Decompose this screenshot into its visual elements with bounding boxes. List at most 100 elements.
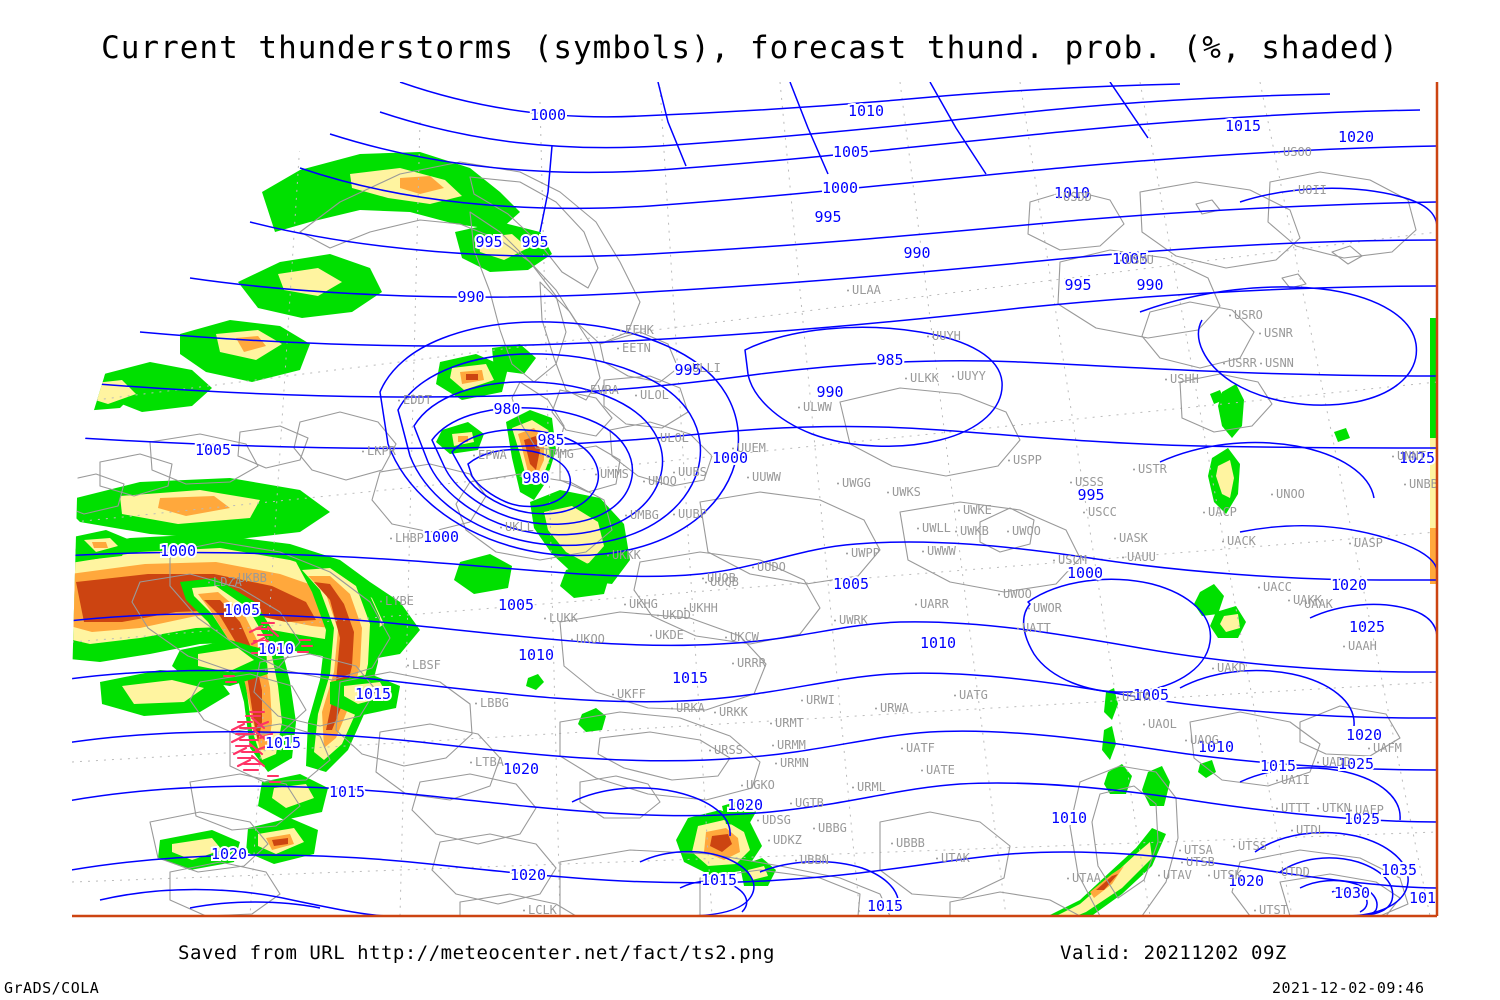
isobar-label-halo: 1010 xyxy=(920,634,956,652)
station-dot-icon xyxy=(1165,378,1167,381)
station-label: LYBE xyxy=(380,594,414,608)
station-label: UWKS xyxy=(887,485,921,499)
isobar-label-halo: 980 xyxy=(493,400,520,418)
isobar-label-halo: 995 xyxy=(521,233,548,251)
station-dot-icon xyxy=(1212,667,1214,670)
isobar-label-halo: 1000 xyxy=(530,106,566,124)
station-label: URMN xyxy=(775,756,809,770)
station-label: UMMS xyxy=(595,467,629,481)
station-label: UKDD xyxy=(657,608,691,622)
station-label: UATT xyxy=(1017,621,1051,635)
isobar-label-halo: 1015 xyxy=(265,734,301,752)
station-label-text: UBBN xyxy=(800,853,829,867)
station-label-text: UDSG xyxy=(762,813,791,827)
station-dot-icon xyxy=(1222,540,1224,543)
station-label: LHBP xyxy=(390,531,424,545)
station-dot-icon xyxy=(1317,761,1319,764)
isobar-labels: 1000 1000 1010 1010 1015 1015 1020 1020 1005 1005… xyxy=(158,100,1445,916)
station-label-text: UATF xyxy=(906,741,935,755)
station-dot-icon xyxy=(1349,542,1351,545)
station-dot-icon xyxy=(1208,874,1210,877)
station-dot-icon xyxy=(1299,603,1301,606)
station-label-text: LTBA xyxy=(475,755,505,769)
station-label: UKFF xyxy=(612,687,646,701)
station-label-text: UWKB xyxy=(960,524,989,538)
station-label: UUQB xyxy=(705,575,739,589)
shade-region-ukraine xyxy=(526,674,606,732)
station-label-text: UAAK xyxy=(1304,597,1334,611)
station-dot-icon xyxy=(635,394,637,397)
station-dot-icon xyxy=(846,552,848,555)
isobar-label: 990 xyxy=(1136,276,1163,294)
isobar-label-halo: 1010 xyxy=(258,640,294,658)
station-label-text: UUYH xyxy=(932,329,961,343)
isobar-label: 1015 xyxy=(1260,757,1296,775)
station-label: UTST xyxy=(1254,903,1288,916)
station-label-text: UWKE xyxy=(963,503,992,517)
weather-map[interactable]: 1000 1000 1010 1010 1015 1015 1020 1020 1005 1005… xyxy=(0,82,1500,920)
isobar-label: 1000 xyxy=(530,106,566,124)
station-label: USCC xyxy=(1083,505,1117,519)
station-label-text: UAUU xyxy=(1127,550,1156,564)
station-label: LUKK xyxy=(544,611,579,625)
station-label: UKOO xyxy=(571,632,605,646)
station-dot-icon xyxy=(1258,586,1260,589)
isobar-label-halo: 1015 xyxy=(867,897,903,915)
isobar-label: 1025 xyxy=(1344,810,1380,828)
isobar-label-halo: 1005 xyxy=(1112,250,1148,268)
isobar-label-halo: 1025 xyxy=(1338,755,1374,773)
station-label: UTTT xyxy=(1276,801,1310,815)
isobar-label: 1010 xyxy=(258,640,294,658)
station-label: UUDO xyxy=(752,560,786,574)
map-frame xyxy=(72,82,1439,918)
isobar-label-halo: 1000 xyxy=(423,528,459,546)
station-label: USNN xyxy=(1260,356,1294,370)
isobar-label: 1000 xyxy=(160,542,196,560)
station-label: ULOL xyxy=(655,431,689,445)
station-label-text: UKKK xyxy=(612,548,642,562)
station-label: UUYH xyxy=(927,329,961,343)
station-label: UAOG xyxy=(1185,733,1219,747)
station-dot-icon xyxy=(1143,723,1145,726)
station-label: UWLL xyxy=(917,521,951,535)
station-dot-icon xyxy=(1317,807,1319,810)
station-label-text: UUEM xyxy=(737,441,766,455)
station-dot-icon xyxy=(813,827,815,830)
station-label-text: UUQB xyxy=(710,575,739,589)
isobar-label-halo: 1010 xyxy=(518,646,554,664)
station-dot-icon xyxy=(625,514,627,517)
station-label-text: USPP xyxy=(1013,453,1042,467)
station-dot-icon xyxy=(475,702,477,705)
station-dot-icon xyxy=(905,377,907,380)
isobar-label-halo: 1005 xyxy=(833,143,869,161)
shade-region-urals xyxy=(1102,384,1350,794)
station-dot-icon xyxy=(1291,829,1293,832)
station-dot-icon xyxy=(684,607,686,610)
station-label: UWPP xyxy=(846,546,880,560)
station-dot-icon xyxy=(620,329,622,332)
station-label: UDKZ xyxy=(768,833,802,847)
station-dot-icon xyxy=(500,526,502,529)
isobar-label-halo: 1020 xyxy=(503,760,539,778)
isobar-label-halo: 995 xyxy=(475,233,502,251)
station-label-text: EVRA xyxy=(590,383,620,397)
station-dot-icon xyxy=(747,476,749,479)
station-label-text: ULWW xyxy=(803,400,833,414)
station-label: UTAK xyxy=(936,851,971,865)
station-label-text: UKFF xyxy=(617,687,646,701)
map-canvas[interactable]: 1000 1000 1010 1010 1015 1015 1020 1020 1005 1005… xyxy=(0,82,1500,920)
station-label: UWKB xyxy=(955,524,989,538)
station-dot-icon xyxy=(1223,362,1225,365)
station-dot-icon xyxy=(1278,151,1280,154)
station-label-text: UMBG xyxy=(630,508,659,522)
station-label-text: UTDL xyxy=(1296,823,1325,837)
isobar-label: 1025 xyxy=(1399,449,1435,467)
station-label-text: EFHK xyxy=(625,323,655,337)
station-label: UATE xyxy=(921,763,955,777)
isobar-label: 1010 xyxy=(1409,889,1445,907)
station-label-text: UUBP xyxy=(678,507,707,521)
isobar-label: 1010 xyxy=(1051,809,1087,827)
station-label: UBBB xyxy=(891,836,925,850)
station-dot-icon xyxy=(1114,537,1116,540)
station-dot-icon xyxy=(671,707,673,710)
